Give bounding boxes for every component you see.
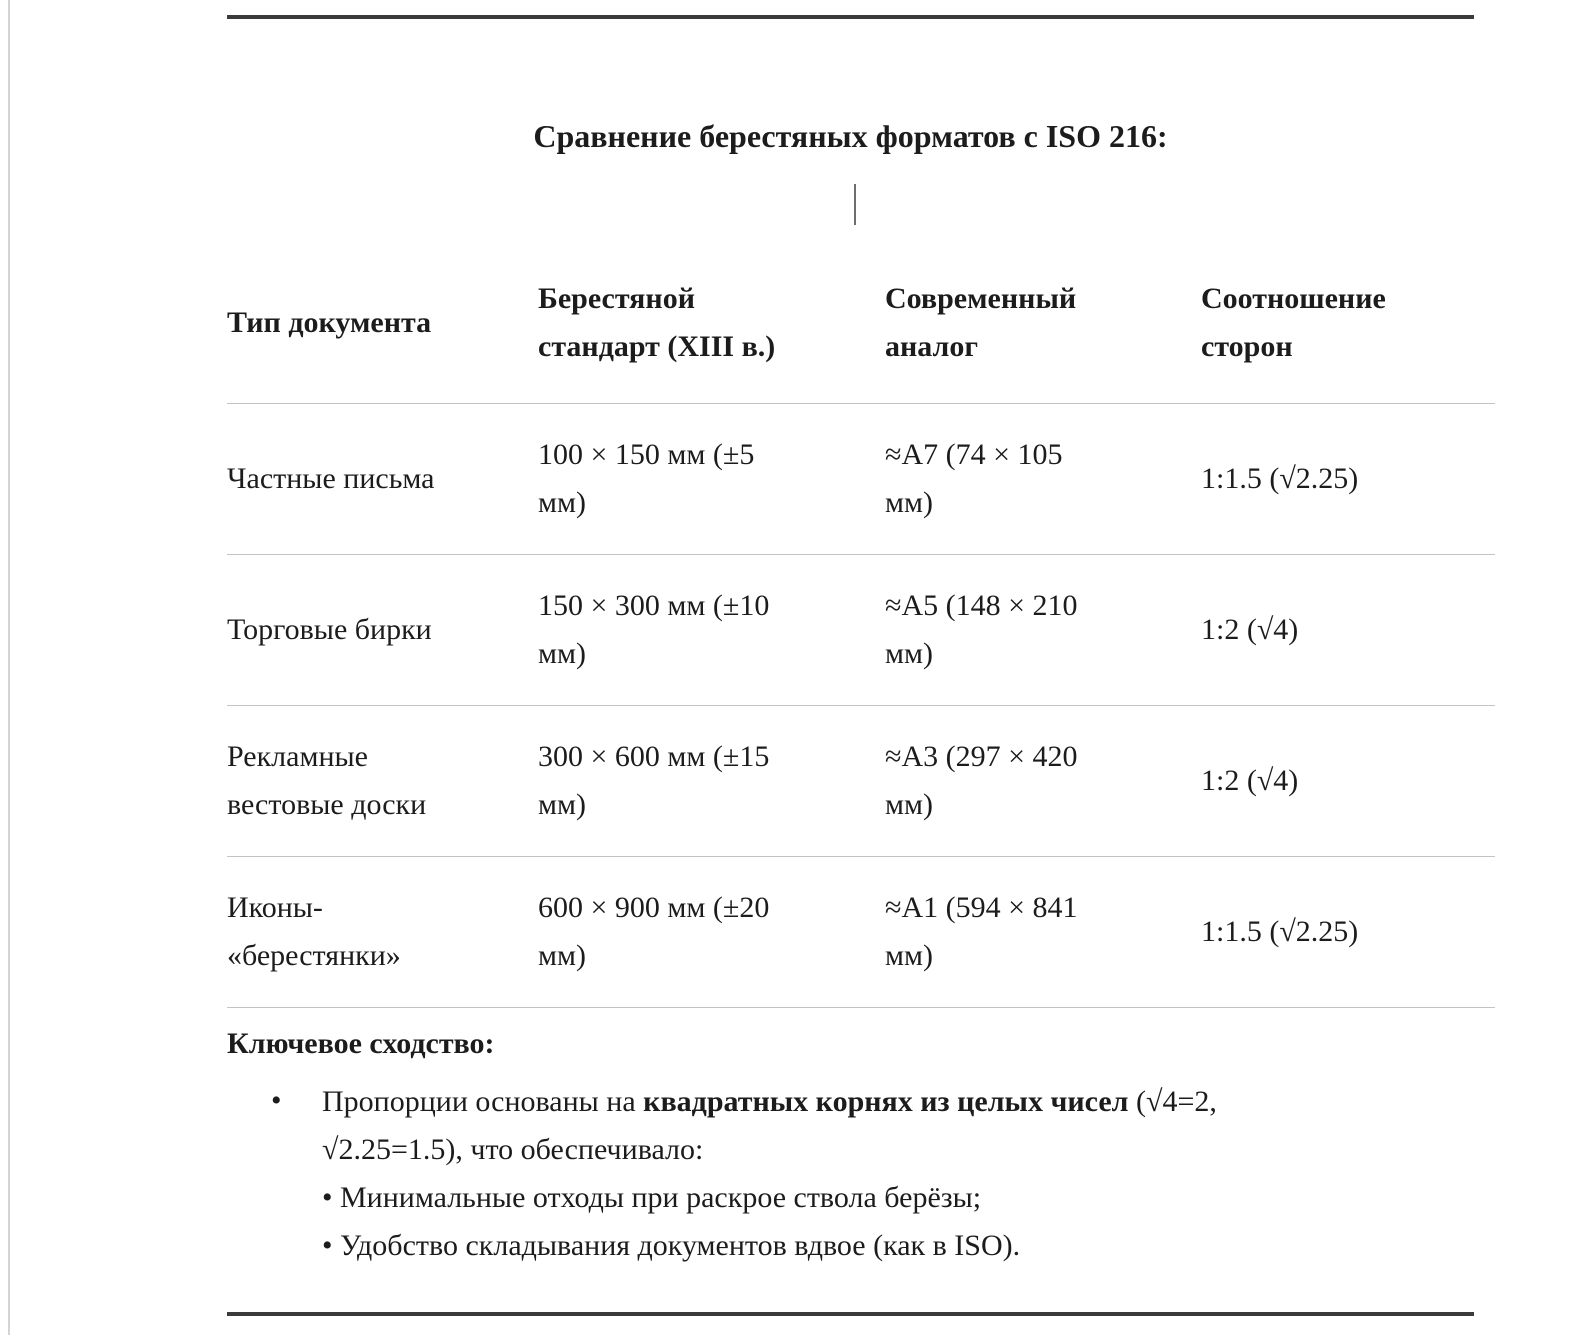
cell-line: мм) (885, 938, 933, 972)
cell-modern-analog: ≈A5 (148 × 210 мм) (885, 554, 1201, 706)
cell-line: мм) (538, 938, 586, 972)
cell-line: мм) (885, 636, 933, 670)
bullet-list: • Пропорции основаны на квадратных корня… (227, 1078, 1495, 1270)
document-title: Сравнение берестяных форматов с ISO 216: (533, 118, 1168, 154)
cell-doc-type: Торговые бирки (227, 554, 538, 706)
header-line: Берестяной (538, 282, 695, 316)
bullet-text-bold: квадратных корнях из целых чисел (643, 1085, 1129, 1118)
header-line: аналог (885, 330, 979, 364)
sub-bullet-1: • Минимальные отходы при раскрое ствола … (322, 1181, 982, 1214)
cell-modern-analog: ≈A3 (297 × 420 мм) (885, 705, 1201, 857)
comparison-table: Тип документа Берестяной стандарт (XIII … (227, 258, 1495, 1008)
col-header-aspect-ratio: Соотношение сторон (1201, 258, 1495, 404)
cell-birch-standard: 300 × 600 мм (±15 мм) (538, 705, 885, 857)
cell-doc-type: Иконы- «берестянки» (227, 856, 538, 1008)
cell-doc-type: Рекламные вестовые доски (227, 705, 538, 857)
cell-aspect-ratio: 1:2 (√4) (1201, 554, 1495, 706)
cell-line: 1:2 (√4) (1201, 763, 1299, 797)
cell-doc-type: Частные письма (227, 403, 538, 555)
cell-line: мм) (885, 485, 933, 519)
cell-aspect-ratio: 1:1.5 (√2.25) (1201, 856, 1495, 1008)
cell-birch-standard: 600 × 900 мм (±20 мм) (538, 856, 885, 1008)
cell-line: 1:1.5 (√2.25) (1201, 914, 1359, 948)
cell-line: ≈A3 (297 × 420 (885, 739, 1078, 773)
table-row: Рекламные вестовые доски 300 × 600 мм (±… (227, 705, 1495, 857)
cell-line: 150 × 300 мм (±10 (538, 588, 770, 622)
cell-line: мм) (885, 787, 933, 821)
bullet-text-pre: Пропорции основаны на (322, 1085, 644, 1118)
cell-line: мм) (538, 485, 586, 519)
key-similarity-heading: Ключевое сходство: (227, 1027, 495, 1060)
bullet-text-post-line1: (√4=2, (1128, 1085, 1217, 1118)
cell-aspect-ratio: 1:1.5 (√2.25) (1201, 403, 1495, 555)
table-row: Торговые бирки 150 × 300 мм (±10 мм) ≈A5… (227, 554, 1495, 706)
table-header-row: Тип документа Берестяной стандарт (XIII … (227, 258, 1495, 404)
cell-line: вестовые доски (227, 787, 427, 821)
cell-birch-standard: 100 × 150 мм (±5 мм) (538, 403, 885, 555)
cell-line: Иконы- (227, 890, 323, 924)
table-row: Частные письма 100 × 150 мм (±5 мм) ≈A7 … (227, 403, 1495, 555)
cell-aspect-ratio: 1:2 (√4) (1201, 705, 1495, 857)
cell-line: 600 × 900 мм (±20 (538, 890, 770, 924)
cell-line: мм) (538, 787, 586, 821)
cell-line: Частные письма (227, 461, 435, 495)
top-horizontal-rule (227, 15, 1474, 19)
cell-line: 100 × 150 мм (±5 (538, 437, 755, 471)
cell-line: 1:2 (√4) (1201, 612, 1299, 646)
col-header-birch-standard: Берестяной стандарт (XIII в.) (538, 258, 885, 404)
cell-line: мм) (538, 636, 586, 670)
cell-modern-analog: ≈A7 (74 × 105 мм) (885, 403, 1201, 555)
col-header-doc-type: Тип документа (227, 258, 538, 404)
bullet-text-post-line2: √2.25=1.5), что обеспечивало: (322, 1133, 704, 1166)
sub-bullet-2: • Удобство складывания документов вдвое … (322, 1229, 1021, 1262)
text-cursor (854, 184, 856, 225)
header-line: Тип документа (227, 306, 432, 340)
bullet-marker: • (271, 1084, 282, 1117)
cell-modern-analog: ≈A1 (594 × 841 мм) (885, 856, 1201, 1008)
header-line: стандарт (XIII в.) (538, 330, 776, 364)
header-line: Соотношение (1201, 282, 1386, 316)
cell-line: «берестянки» (227, 938, 401, 972)
cell-line: ≈A5 (148 × 210 (885, 588, 1078, 622)
cell-birch-standard: 150 × 300 мм (±10 мм) (538, 554, 885, 706)
col-header-modern-analog: Современный аналог (885, 258, 1201, 404)
header-line: сторон (1201, 330, 1293, 364)
cell-line: 1:1.5 (√2.25) (1201, 461, 1359, 495)
bullet-item-text: Пропорции основаны на квадратных корнях … (322, 1078, 1495, 1270)
cell-line: Торговые бирки (227, 612, 432, 646)
panel-left-border (8, 0, 10, 1335)
table-row: Иконы- «берестянки» 600 × 900 мм (±20 мм… (227, 856, 1495, 1008)
cell-line: ≈A1 (594 × 841 (885, 890, 1078, 924)
header-line: Современный (885, 282, 1077, 316)
cell-line: 300 × 600 мм (±15 (538, 739, 770, 773)
bottom-horizontal-rule (227, 1312, 1474, 1316)
cell-line: ≈A7 (74 × 105 (885, 437, 1063, 471)
cell-line: Рекламные (227, 739, 368, 773)
